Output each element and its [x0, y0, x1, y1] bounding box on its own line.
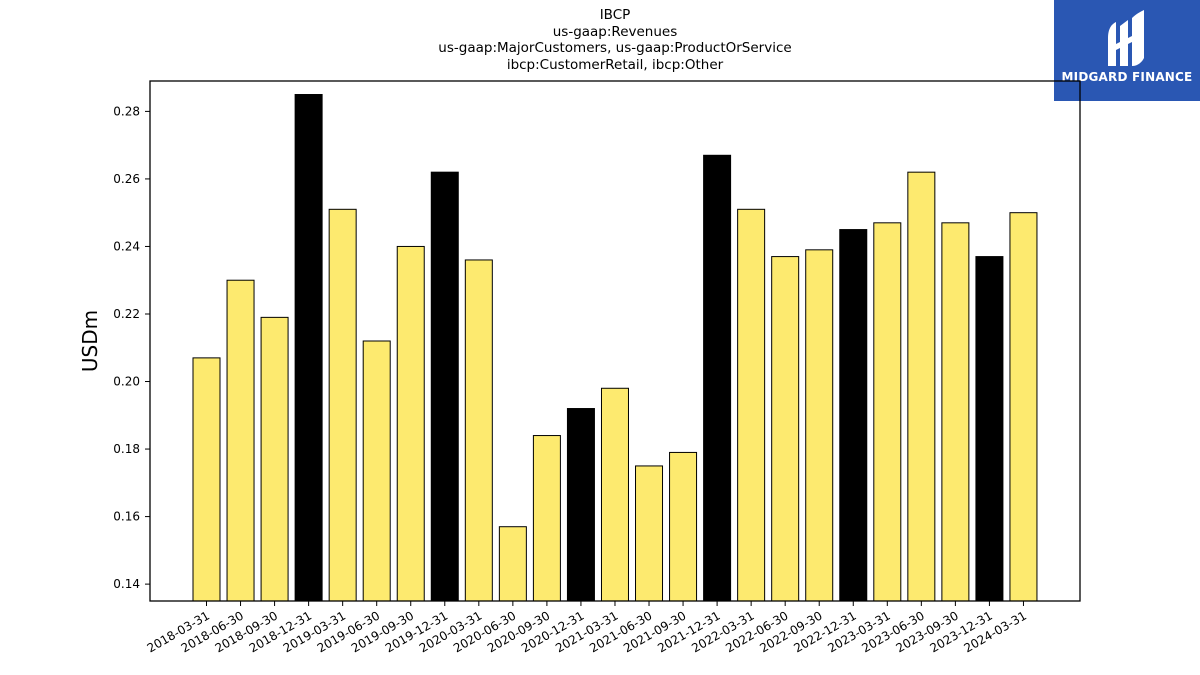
y-tick-label: 0.20: [113, 375, 140, 389]
bar: [839, 229, 868, 602]
y-tick-label: 0.14: [113, 577, 140, 591]
bar: [907, 171, 936, 602]
y-tick-label: 0.28: [113, 104, 140, 118]
bar: [703, 154, 732, 602]
y-tick-label: 0.26: [113, 172, 140, 186]
bar: [260, 316, 289, 602]
bar: [532, 435, 561, 602]
bar: [737, 208, 766, 602]
bar: [635, 465, 664, 602]
y-tick-label: 0.22: [113, 307, 140, 321]
chart-subtitle-axes: us-gaap:MajorCustomers, us-gaap:ProductO…: [438, 40, 792, 56]
bar: [1009, 212, 1038, 602]
brand-logo: MIDGARD FINANCE: [1054, 0, 1200, 101]
y-tick-label: 0.18: [113, 442, 140, 456]
bar: [600, 387, 629, 602]
bar: [192, 357, 221, 602]
bar: [396, 245, 425, 602]
y-tick-label: 0.24: [113, 239, 140, 253]
bar: [566, 408, 595, 602]
bar: [226, 279, 255, 602]
bar: [669, 451, 698, 602]
bar: [498, 526, 527, 602]
chart-subtitle-concept: us-gaap:Revenues: [552, 23, 678, 40]
bar: [975, 256, 1004, 602]
bar: [805, 249, 834, 602]
bar: [294, 94, 323, 602]
bar: [362, 340, 391, 602]
chart-title: IBCP: [599, 7, 631, 23]
y-axis-label: USDm: [78, 310, 102, 372]
bar: [771, 256, 800, 602]
y-tick-label: 0.16: [113, 510, 140, 524]
bar: [430, 171, 459, 602]
bar: [873, 222, 902, 602]
chart-subtitle-members: ibcp:CustomerRetail, ibcp:Other: [506, 56, 724, 73]
bar: [464, 259, 493, 602]
logo-text: MIDGARD FINANCE: [1061, 70, 1193, 84]
midgard-logo-icon: [1108, 10, 1144, 66]
bar: [941, 222, 970, 602]
bar: [328, 208, 357, 602]
